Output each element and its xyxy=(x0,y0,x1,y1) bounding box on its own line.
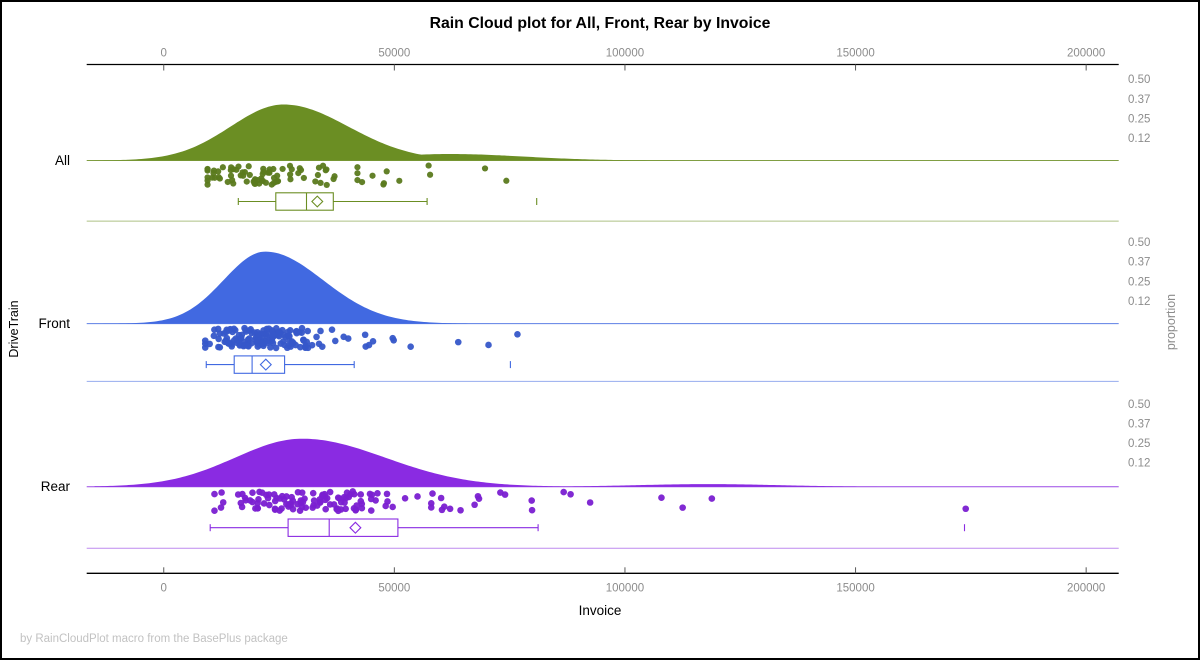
svg-text:All: All xyxy=(55,153,70,168)
svg-text:proportion: proportion xyxy=(1164,294,1178,350)
svg-text:0.37: 0.37 xyxy=(1128,94,1150,106)
svg-text:150000: 150000 xyxy=(836,48,874,60)
svg-text:100000: 100000 xyxy=(606,48,644,60)
svg-text:DriveTrain: DriveTrain xyxy=(7,300,21,357)
svg-text:0.50: 0.50 xyxy=(1128,399,1150,411)
svg-text:Rain Cloud plot for All, Front: Rain Cloud plot for All, Front, Rear by … xyxy=(430,15,771,32)
svg-text:150000: 150000 xyxy=(836,582,874,594)
svg-text:50000: 50000 xyxy=(378,48,410,60)
svg-text:Invoice: Invoice xyxy=(579,603,622,618)
svg-text:0.50: 0.50 xyxy=(1128,74,1150,86)
svg-text:0.25: 0.25 xyxy=(1128,438,1150,450)
svg-text:0.25: 0.25 xyxy=(1128,113,1150,125)
svg-text:0: 0 xyxy=(161,48,167,60)
svg-text:200000: 200000 xyxy=(1067,582,1105,594)
svg-text:Front: Front xyxy=(38,316,70,331)
svg-text:0.50: 0.50 xyxy=(1128,237,1150,249)
svg-text:0.12: 0.12 xyxy=(1128,458,1150,470)
svg-text:0.25: 0.25 xyxy=(1128,276,1150,288)
svg-text:200000: 200000 xyxy=(1067,48,1105,60)
svg-text:by RainCloudPlot macro from th: by RainCloudPlot macro from the BasePlus… xyxy=(20,633,288,645)
svg-text:50000: 50000 xyxy=(378,582,410,594)
svg-text:0.12: 0.12 xyxy=(1128,296,1150,308)
svg-text:0.37: 0.37 xyxy=(1128,419,1150,431)
svg-text:100000: 100000 xyxy=(606,582,644,594)
svg-text:0.12: 0.12 xyxy=(1128,133,1150,145)
svg-text:Rear: Rear xyxy=(41,479,71,494)
svg-text:0: 0 xyxy=(161,582,167,594)
svg-text:0.37: 0.37 xyxy=(1128,257,1150,269)
